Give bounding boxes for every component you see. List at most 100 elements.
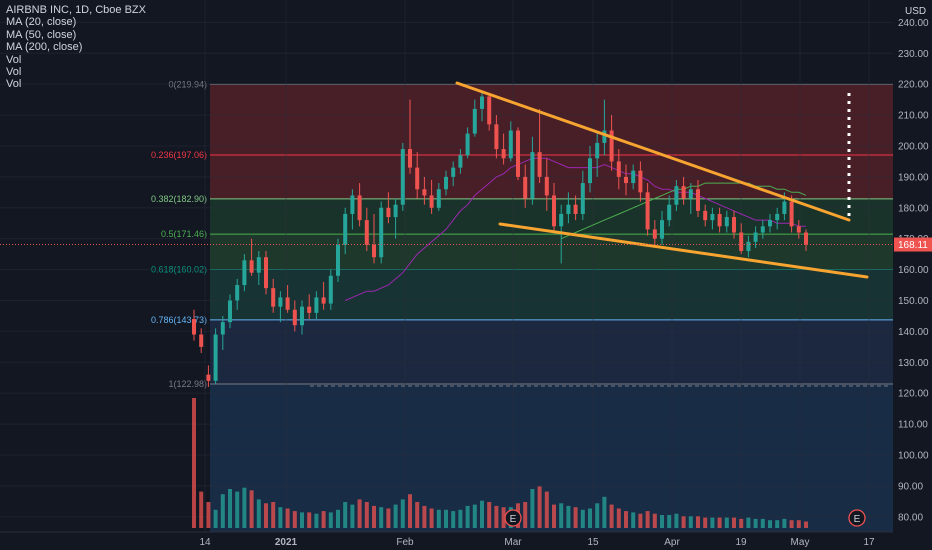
candle-body[interactable] [645,192,650,230]
candle-body[interactable] [768,220,772,227]
candle-body[interactable] [379,207,384,258]
ma200-label[interactable]: MA (200, close) [6,41,83,54]
candle-body[interactable] [465,133,470,156]
candle-body[interactable] [652,229,657,239]
candle-body[interactable] [530,152,535,199]
upper-trendline[interactable] [455,81,851,222]
candle-body[interactable] [804,232,808,245]
candle-body[interactable] [782,201,787,214]
lower-trendline[interactable] [498,222,869,279]
candle-body[interactable] [480,96,484,109]
candle-body[interactable] [638,170,643,193]
candle-body[interactable] [775,213,780,221]
ma50-label[interactable]: MA (50, close) [6,28,77,41]
candle-body[interactable] [321,297,326,304]
candle-body[interactable] [487,96,492,125]
candle-body[interactable] [631,170,636,184]
candle-body[interactable] [544,176,549,196]
candle-body[interactable] [336,244,340,276]
candle-body[interactable] [703,210,708,221]
candlesticks[interactable] [192,90,808,388]
candle-body[interactable] [746,241,751,252]
candle-body[interactable] [220,322,225,335]
candle-body[interactable] [739,232,744,252]
candle-body[interactable] [314,297,319,313]
candle-body[interactable] [760,226,765,233]
candle-body[interactable] [242,260,247,286]
candle-body[interactable] [508,130,513,159]
ma20-label[interactable]: MA (20, close) [6,16,77,29]
candle-body[interactable] [501,149,506,159]
candle-body[interactable] [717,213,722,227]
candle-body[interactable] [350,195,355,214]
candle-body[interactable] [710,213,715,221]
symbol-title[interactable]: AIRBNB INC, 1D, Cboe BZX [6,4,146,16]
candle-body[interactable] [674,186,679,205]
candle-body[interactable] [537,152,542,177]
candle-body[interactable] [249,260,254,273]
candle-body[interactable] [393,204,398,218]
candle-body[interactable] [372,244,376,258]
trend-drawings[interactable] [310,81,890,387]
candle-body[interactable] [213,334,218,381]
candle-body[interactable] [278,297,283,307]
candle-body[interactable] [235,285,240,301]
candle-body[interactable] [386,207,391,218]
time-axis[interactable]: 14 2021 Feb Mar 15 Apr 19 May 17 [0,531,932,550]
candle-body[interactable] [580,183,585,214]
candle-body[interactable] [292,309,297,326]
candle-body[interactable] [609,130,614,162]
candle-body[interactable] [451,167,456,177]
candle-body[interactable] [271,288,276,307]
candle-body[interactable] [667,204,672,221]
candle-body[interactable] [285,297,290,310]
earnings-marker-1[interactable] [504,509,522,527]
candle-body[interactable] [573,204,578,214]
candle-body[interactable] [307,306,312,313]
candle-body[interactable] [458,155,463,168]
candle-body[interactable] [357,195,362,221]
candle-body[interactable] [724,217,729,227]
candle-body[interactable] [256,257,261,273]
candle-body[interactable] [494,124,499,150]
candle-body[interactable] [206,374,211,381]
candle-body[interactable] [789,201,794,227]
candle-body[interactable] [681,186,686,199]
candle-body[interactable] [192,319,196,335]
candle-body[interactable] [408,149,412,168]
candle-body[interactable] [566,204,571,214]
candle-body[interactable] [228,300,232,323]
candle-body[interactable] [624,176,628,184]
candle-body[interactable] [444,176,448,190]
fibonacci-retracement[interactable]: 0(219.94)0.236(197.06)0.382(182.90)0.5(1… [151,79,893,532]
volume-label-2[interactable]: Vol [6,66,22,79]
volume-label-1[interactable]: Vol [6,53,22,66]
candle-body[interactable] [429,195,434,208]
last-price-tag[interactable] [894,237,932,252]
earnings-marker-2[interactable] [848,509,866,527]
candle-body[interactable] [516,130,520,177]
candle-body[interactable] [415,167,420,190]
candle-body[interactable] [753,232,758,242]
candle-body[interactable] [796,226,801,233]
candle-body[interactable] [660,220,664,239]
candle-body[interactable] [199,334,204,347]
candle-body[interactable] [602,130,607,143]
earnings-markers[interactable]: E E [504,509,866,527]
volume-label-3[interactable]: Vol [6,78,22,91]
candle-body[interactable] [688,189,693,199]
candle-body[interactable] [472,108,477,134]
candle-body[interactable] [343,213,348,245]
candle-body[interactable] [436,189,441,208]
candle-body[interactable] [588,158,592,184]
candle-body[interactable] [422,189,427,196]
candle-body[interactable] [552,195,556,227]
candle-body[interactable] [696,189,700,211]
candle-body[interactable] [300,306,304,326]
candle-body[interactable] [328,275,333,304]
candle-body[interactable] [595,142,600,159]
candle-body[interactable] [616,161,621,177]
candle-body[interactable] [732,217,736,233]
